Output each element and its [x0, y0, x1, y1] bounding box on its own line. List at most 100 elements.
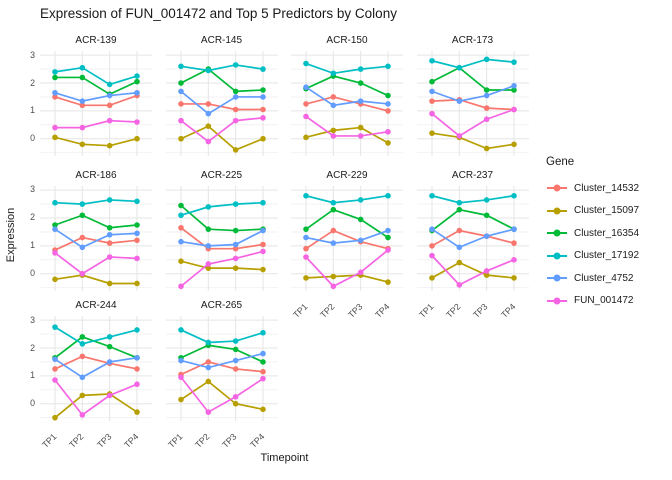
point-FUN_001472-TP1	[52, 377, 58, 383]
chart-title: Expression of FUN_001472 and Top 5 Predi…	[40, 6, 397, 21]
facet-strip-ACR-237: ACR-237	[451, 169, 494, 181]
facet-strip-ACR-173: ACR-173	[451, 35, 494, 46]
point-Cluster_15097-TP3	[357, 124, 364, 131]
point-FUN_001472-TP3	[357, 133, 364, 139]
line-Cluster_14532	[305, 96, 389, 112]
point-Cluster_17192-TP4	[259, 199, 266, 206]
point-Cluster_14532-TP1	[303, 245, 309, 251]
point-Cluster_4752-TP1	[177, 238, 184, 245]
point-Cluster_17192-TP3	[232, 338, 238, 344]
facet-panel-ACR-145	[165, 51, 278, 156]
legend-label: Cluster_14532	[574, 182, 640, 194]
point-Cluster_15097-TP1	[303, 274, 309, 281]
point-Cluster_4752-TP4	[259, 94, 266, 100]
x-axis-title: Timepoint	[260, 452, 309, 464]
point-Cluster_17192-TP1	[52, 324, 58, 330]
line-FUN_001472	[179, 376, 264, 414]
point-Cluster_16354-TP3	[232, 227, 238, 233]
facet-strip-ACR-139: ACR-139	[75, 35, 117, 46]
point-Cluster_4752-TP3	[357, 237, 364, 243]
point-Cluster_14532-TP2	[330, 227, 337, 233]
facet-panel-ACR-173	[416, 51, 529, 156]
legend-item-FUN_001472: FUN_001472	[546, 290, 670, 313]
point-Cluster_17192-TP2	[79, 341, 86, 347]
line-Cluster_4752	[54, 91, 138, 103]
line-Cluster_17192	[305, 194, 389, 204]
legend-label: Cluster_15097	[574, 205, 640, 217]
point-Cluster_17192-TP3	[232, 62, 238, 68]
point-Cluster_15097-TP4	[385, 140, 391, 146]
point-Cluster_14532-TP1	[177, 224, 184, 231]
point-FUN_001472-TP1	[428, 110, 435, 117]
point-Cluster_17192-TP2	[330, 199, 337, 206]
y-tick-label: 3	[30, 314, 35, 325]
line-Cluster_17192	[430, 194, 515, 204]
point-Cluster_4752-TP2	[205, 110, 211, 117]
point-Cluster_4752-TP3	[232, 241, 238, 247]
y-axis-title: Expression	[5, 207, 17, 263]
point-FUN_001472-TP2	[330, 282, 337, 289]
point-Cluster_16354-TP1	[177, 202, 184, 208]
facet-panel-ACR-225	[165, 185, 278, 291]
point-Cluster_17192-TP1	[52, 199, 58, 206]
point-Cluster_4752-TP2	[330, 239, 337, 246]
point-Cluster_4752-TP4	[259, 227, 266, 233]
line-Cluster_16354	[54, 213, 138, 229]
point-Cluster_16354-TP3	[232, 88, 238, 95]
point-FUN_001472-TP1	[52, 249, 58, 256]
point-Cluster_16354-TP4	[134, 78, 140, 85]
facet-strip-ACR-145: ACR-145	[200, 35, 243, 46]
point-FUN_001472-TP3	[232, 117, 238, 124]
point-FUN_001472-TP4	[510, 256, 517, 263]
point-Cluster_15097-TP2	[330, 273, 337, 279]
x-tick-label-TP3: TP3	[471, 300, 490, 320]
line-FUN_001472	[54, 119, 138, 129]
point-Cluster_16354-TP2	[330, 206, 337, 212]
point-Cluster_17192-TP2	[330, 70, 337, 77]
point-Cluster_14532-TP3	[106, 239, 113, 246]
y-tick-label: 2	[30, 342, 35, 353]
x-tick-label-TP1: TP1	[416, 300, 436, 320]
line-Cluster_14532	[54, 94, 138, 107]
point-Cluster_16354-TP2	[79, 74, 86, 81]
line-Cluster_15097	[305, 126, 389, 144]
point-FUN_001472-TP4	[259, 248, 266, 254]
point-FUN_001472-TP1	[52, 124, 58, 131]
point-Cluster_4752-TP1	[428, 88, 435, 95]
point-Cluster_17192-TP2	[456, 199, 462, 206]
point-FUN_001472-TP3	[483, 116, 489, 123]
y-tick-label: 1	[30, 239, 35, 250]
point-Cluster_14532-TP3	[232, 106, 238, 113]
line-Cluster_17192	[430, 58, 515, 69]
point-Cluster_15097-TP1	[52, 134, 58, 141]
line-Cluster_4752	[54, 356, 138, 379]
point-Cluster_17192-TP1	[177, 327, 184, 333]
y-tick-label: 3	[30, 49, 35, 60]
point-Cluster_16354-TP2	[79, 211, 86, 218]
point-Cluster_16354-TP4	[134, 221, 140, 228]
point-Cluster_14532-TP2	[79, 102, 86, 109]
legend-item-Cluster_17192: Cluster_17192	[546, 245, 670, 268]
x-tick-label-TP2: TP2	[318, 300, 337, 320]
point-FUN_001472-TP3	[483, 267, 489, 274]
line-Cluster_17192	[54, 198, 138, 205]
point-FUN_001472-TP1	[303, 253, 309, 260]
point-Cluster_4752-TP2	[79, 374, 86, 381]
point-FUN_001472-TP2	[205, 138, 211, 145]
line-Cluster_14532	[179, 361, 264, 376]
point-Cluster_16354-TP3	[106, 224, 113, 231]
line-FUN_001472	[179, 116, 264, 143]
line-Cluster_14532	[179, 226, 264, 250]
point-Cluster_17192-TP3	[232, 200, 238, 207]
point-FUN_001472-TP2	[456, 133, 462, 139]
line-Cluster_17192	[179, 64, 264, 72]
point-Cluster_4752-TP2	[205, 242, 211, 249]
line-Cluster_14532	[54, 355, 138, 370]
point-Cluster_14532-TP1	[303, 101, 309, 107]
line-Cluster_17192	[54, 326, 138, 345]
legend-items: Cluster_14532 Cluster_15097 Cluster_16354 C…	[546, 177, 670, 312]
line-Cluster_15097	[305, 273, 389, 283]
legend-key-icon	[547, 229, 567, 237]
point-Cluster_15097-TP4	[510, 141, 517, 148]
legend-item-Cluster_4752: Cluster_4752	[546, 267, 670, 290]
